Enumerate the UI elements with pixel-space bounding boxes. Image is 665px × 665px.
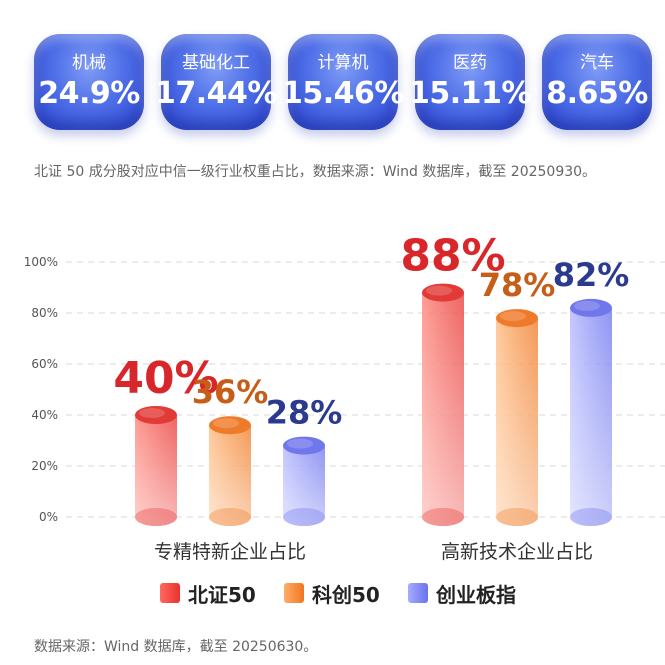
- legend-item: 科创50: [284, 578, 380, 608]
- bar-base: [135, 508, 177, 526]
- legend-swatch-red: [160, 583, 180, 603]
- legend-swatch-orange: [284, 583, 304, 603]
- bar-base: [209, 508, 251, 526]
- y-tick-label: 60%: [31, 357, 58, 371]
- bar-base: [496, 508, 538, 526]
- value-label: 82%: [553, 256, 630, 294]
- bar-shade: [135, 415, 177, 526]
- value-label: 36%: [192, 373, 269, 411]
- bar: [283, 436, 325, 526]
- bar-shade: [570, 307, 612, 526]
- source-note-top: 北证 50 成分股对应中信一级行业权重占比，数据来源：Wind 数据库，截至 2…: [34, 164, 597, 180]
- value-label: 28%: [266, 394, 343, 432]
- industry-weight: 15.11%: [409, 76, 531, 111]
- industry-weight: 8.65%: [546, 76, 648, 111]
- value-label: 40%: [113, 353, 218, 404]
- industry-card: 汽车 8.65%: [542, 34, 652, 130]
- y-tick-label: 80%: [31, 306, 58, 320]
- industry-weight: 15.46%: [282, 76, 404, 111]
- y-tick-labels: 0% 20% 40% 60% 80% 100%: [24, 255, 58, 524]
- legend: 北证50 科创50 创业板指: [0, 578, 665, 608]
- legend-item: 北证50: [160, 578, 256, 608]
- legend-label: 北证50: [188, 582, 256, 607]
- bar-shade: [209, 425, 251, 526]
- bar-cap: [283, 436, 325, 455]
- y-tick-label: 0%: [39, 510, 58, 524]
- bar-cap-highlight: [426, 285, 452, 296]
- category-label: 专精特新企业占比: [154, 541, 306, 563]
- bar-cap: [422, 283, 464, 302]
- legend-item: 创业板指: [408, 578, 516, 608]
- bar-cap: [496, 309, 538, 328]
- bar-cap-highlight: [287, 438, 313, 449]
- bar-base: [422, 508, 464, 526]
- industry-name: 汽车: [580, 53, 614, 73]
- category-labels: 专精特新企业占比 高新技术企业占比: [154, 541, 593, 563]
- source-note-bottom: 数据来源：Wind 数据库，截至 20250630。: [34, 639, 318, 655]
- bar-cap: [570, 298, 612, 317]
- y-tick-label: 20%: [31, 459, 58, 473]
- legend-swatch-blue: [408, 583, 428, 603]
- legend-label: 创业板指: [436, 582, 516, 607]
- bar-base: [570, 508, 612, 526]
- industry-card: 基础化工 17.44%: [155, 34, 277, 130]
- bar: [496, 309, 538, 526]
- industry-card: 医药 15.11%: [409, 34, 531, 130]
- industry-name: 机械: [72, 53, 106, 73]
- industry-name: 医药: [453, 53, 487, 73]
- bar-shade: [283, 445, 325, 526]
- bars: [135, 283, 612, 526]
- industry-cards: 机械 24.9% 基础化工 17.44% 计算机 15.46% 医药 15.11…: [34, 34, 654, 134]
- bar-chart: 0%20%40%60%80%100% 40%36%28%88%78%82% 专精…: [24, 231, 665, 563]
- bar: [570, 298, 612, 526]
- category-label: 高新技术企业占比: [441, 541, 593, 563]
- industry-card: 计算机 15.46%: [282, 34, 404, 130]
- bar: [422, 283, 464, 526]
- industry-card: 机械 24.9%: [34, 34, 144, 130]
- industry-name: 计算机: [317, 53, 369, 73]
- legend-label: 科创50: [312, 582, 380, 607]
- bar-cap-highlight: [574, 300, 600, 311]
- bar-cap: [209, 416, 251, 435]
- bar-shade: [496, 318, 538, 526]
- bar-base: [283, 508, 325, 526]
- bar-cap-highlight: [500, 311, 526, 322]
- value-labels: 40%36%28% 88%78%82%: [113, 231, 629, 432]
- bar-cap-highlight: [213, 418, 239, 429]
- y-tick-label: 100%: [24, 255, 58, 269]
- bar-shade: [422, 292, 464, 526]
- industry-weight: 24.9%: [38, 76, 140, 111]
- bar-cap: [135, 406, 177, 424]
- bar: [209, 416, 251, 526]
- industry-weight: 17.44%: [155, 76, 277, 111]
- value-label: 78%: [479, 266, 556, 304]
- bar: [135, 406, 177, 526]
- y-tick-label: 40%: [31, 408, 58, 422]
- bar-cap-highlight: [139, 408, 165, 418]
- industry-name: 基础化工: [182, 53, 250, 73]
- value-label: 88%: [400, 231, 505, 282]
